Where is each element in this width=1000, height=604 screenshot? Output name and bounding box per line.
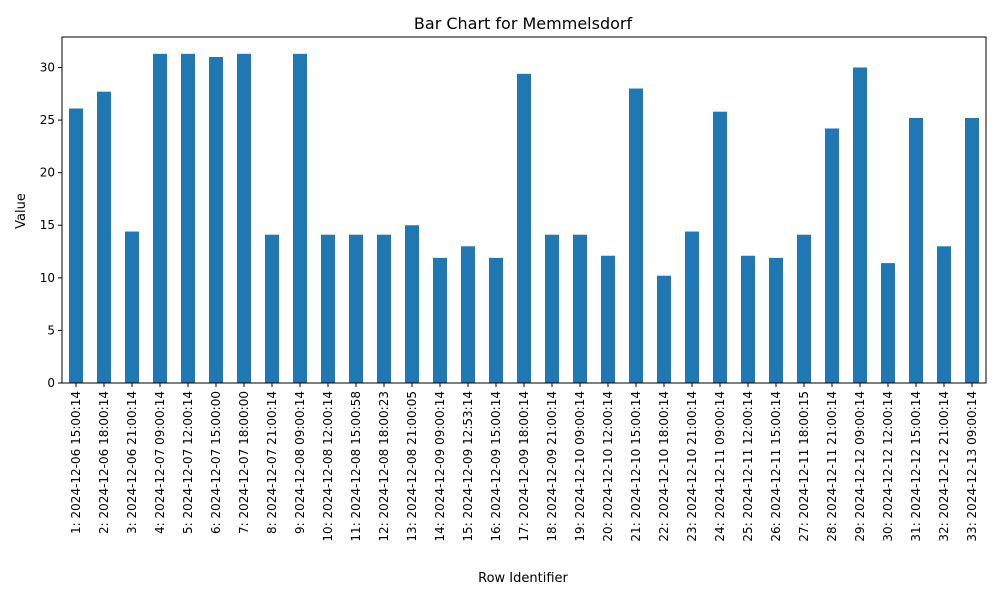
bar-32	[937, 246, 951, 383]
bar-24	[713, 111, 727, 383]
x-tick-label: 18: 2024-12-09 21:00:14	[545, 391, 559, 542]
bar-6	[209, 56, 223, 384]
x-tick-label: 33: 2024-12-13 09:00:14	[965, 391, 979, 542]
x-tick-label: 25: 2024-12-11 12:00:14	[741, 391, 755, 542]
chart-title: Bar Chart for Memmelsdorf	[414, 14, 633, 33]
bar-15	[461, 246, 475, 383]
y-tick-label: 25	[40, 113, 55, 127]
bar-8	[265, 234, 279, 383]
x-tick-label: 27: 2024-12-11 18:00:15	[797, 391, 811, 542]
x-tick-label: 19: 2024-12-10 09:00:14	[573, 391, 587, 542]
x-tick-label: 29: 2024-12-12 09:00:14	[853, 391, 867, 542]
x-tick-label: 13: 2024-12-08 21:00:05	[405, 391, 419, 542]
bar-21	[629, 88, 643, 383]
x-tick-label: 8: 2024-12-07 21:00:14	[265, 391, 279, 534]
bar-3	[125, 231, 139, 383]
bar-29	[853, 67, 867, 384]
x-tick-label: 26: 2024-12-11 15:00:14	[769, 391, 783, 542]
bar-26	[769, 257, 783, 383]
x-tick-label: 22: 2024-12-10 18:00:14	[657, 391, 671, 542]
y-axis-label: Value	[14, 193, 29, 229]
x-tick-label: 4: 2024-12-07 09:00:14	[153, 391, 167, 534]
bar-19	[573, 234, 587, 383]
bar-11	[349, 234, 363, 383]
y-tick-label: 5	[47, 323, 55, 337]
bar-18	[545, 234, 559, 383]
bar-9	[293, 53, 307, 383]
x-axis-label: Row Identifier	[478, 571, 568, 586]
x-tick-label: 9: 2024-12-08 09:00:14	[293, 391, 307, 534]
y-tick-label: 10	[40, 271, 55, 285]
bar-22	[657, 275, 671, 383]
x-tick-label: 2: 2024-12-06 18:00:14	[97, 391, 111, 534]
x-tick-label: 24: 2024-12-11 09:00:14	[713, 391, 727, 542]
bar-13	[405, 225, 419, 383]
bar-1	[69, 108, 83, 384]
y-tick-label: 0	[47, 376, 55, 390]
x-tick-label: 3: 2024-12-06 21:00:14	[125, 391, 139, 534]
x-tick-label: 31: 2024-12-12 15:00:14	[909, 391, 923, 542]
y-tick-label: 30	[40, 60, 55, 74]
bar-17	[517, 73, 531, 384]
bar-14	[433, 257, 447, 383]
x-tick-label: 14: 2024-12-09 09:00:14	[433, 391, 447, 542]
x-tick-label: 17: 2024-12-09 18:00:14	[517, 391, 531, 542]
bar-27	[797, 234, 811, 383]
x-tick-label: 11: 2024-12-08 15:00:58	[349, 391, 363, 542]
bar-5	[181, 53, 195, 383]
x-tick-label: 12: 2024-12-08 18:00:23	[377, 391, 391, 542]
x-tick-label: 1: 2024-12-06 15:00:14	[69, 391, 83, 534]
bar-31	[909, 117, 923, 383]
bars-group	[69, 53, 979, 384]
bar-10	[321, 234, 335, 383]
x-tick-label: 28: 2024-12-11 21:00:14	[825, 391, 839, 542]
bar-20	[601, 255, 615, 383]
y-tick-label: 20	[40, 166, 55, 180]
bar-23	[685, 231, 699, 383]
x-tick-label: 7: 2024-12-07 18:00:00	[237, 391, 251, 534]
y-axis-ticks: 0 5 10 15 20 25 30	[40, 60, 62, 390]
x-tick-label: 16: 2024-12-09 15:00:14	[489, 391, 503, 542]
x-tick-label: 30: 2024-12-12 12:00:14	[881, 391, 895, 542]
x-tick-label: 23: 2024-12-10 21:00:14	[685, 391, 699, 542]
x-axis-ticks: 1: 2024-12-06 15:00:14 2: 2024-12-06 18:0…	[69, 383, 979, 542]
x-tick-label: 10: 2024-12-08 12:00:14	[321, 391, 335, 542]
bar-12	[377, 234, 391, 383]
bar-25	[741, 255, 755, 383]
bar-2	[97, 91, 111, 384]
x-tick-label: 20: 2024-12-10 12:00:14	[601, 391, 615, 542]
bar-16	[489, 257, 503, 383]
bar-4	[153, 53, 167, 383]
bar-30	[881, 263, 895, 383]
x-tick-label: 6: 2024-12-07 15:00:00	[209, 391, 223, 534]
bar-7	[237, 53, 251, 383]
x-tick-label: 32: 2024-12-12 21:00:14	[937, 391, 951, 542]
x-tick-label: 21: 2024-12-10 15:00:14	[629, 391, 643, 542]
y-tick-label: 15	[40, 218, 55, 232]
bar-33	[965, 117, 979, 383]
bar-28	[825, 128, 839, 383]
plot-frame	[61, 36, 987, 384]
x-tick-label: 5: 2024-12-07 12:00:14	[181, 391, 195, 534]
x-tick-label: 15: 2024-12-09 12:53:14	[461, 391, 475, 542]
